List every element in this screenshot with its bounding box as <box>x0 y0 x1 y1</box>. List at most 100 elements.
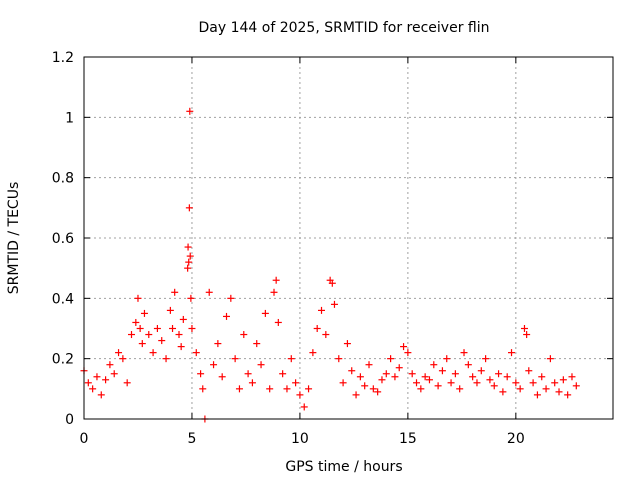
data-point <box>187 294 195 302</box>
data-point <box>352 391 360 399</box>
data-point <box>166 306 174 314</box>
data-point <box>158 337 166 345</box>
data-point <box>84 379 92 387</box>
data-point <box>482 355 490 363</box>
data-point <box>231 355 239 363</box>
data-point <box>391 373 399 381</box>
data-point <box>313 325 321 332</box>
data-point <box>361 382 369 390</box>
x-tick-label: 0 <box>80 431 89 447</box>
data-point <box>305 385 313 393</box>
data-point <box>413 379 421 387</box>
data-point <box>525 367 533 375</box>
data-point <box>369 385 377 393</box>
data-point <box>145 331 153 339</box>
data-point <box>235 385 243 393</box>
data-point <box>296 391 304 399</box>
data-point <box>508 349 516 357</box>
data-point <box>223 312 231 320</box>
data-point <box>486 376 494 384</box>
data-point <box>169 325 177 332</box>
data-point <box>503 373 511 381</box>
data-point <box>447 379 455 387</box>
y-tick-label: 0.2 <box>52 352 74 368</box>
data-point <box>185 258 193 266</box>
data-point <box>128 331 136 339</box>
data-point <box>162 355 170 363</box>
y-tick-label: 0 <box>65 412 74 428</box>
data-point <box>93 373 101 381</box>
data-point <box>185 204 193 212</box>
y-axis-label: SRMTID / TECUs <box>6 182 22 295</box>
data-point <box>404 349 412 357</box>
data-point <box>473 379 481 387</box>
data-point <box>434 382 442 390</box>
data-point <box>512 379 520 387</box>
data-point <box>292 379 300 387</box>
y-tick-label: 1 <box>65 110 74 126</box>
data-point <box>533 391 541 399</box>
data-point <box>568 373 576 381</box>
data-point <box>240 331 248 339</box>
data-point <box>425 376 433 384</box>
data-point <box>279 370 287 378</box>
data-point <box>408 370 416 378</box>
data-point <box>192 349 200 357</box>
data-point <box>516 385 524 393</box>
x-tick-label: 5 <box>187 431 196 447</box>
data-point <box>499 388 507 396</box>
data-point <box>378 376 386 384</box>
data-point <box>270 288 278 296</box>
data-point <box>218 373 226 381</box>
data-point <box>205 288 213 296</box>
data-point <box>430 361 438 369</box>
data-point <box>400 343 408 351</box>
data-point <box>261 309 269 317</box>
data-point <box>495 370 503 378</box>
data-point <box>546 355 554 363</box>
data-point <box>382 370 390 378</box>
data-points <box>80 107 580 423</box>
data-point <box>132 318 140 326</box>
data-point <box>395 364 403 372</box>
data-point <box>138 340 146 348</box>
data-point <box>102 376 110 384</box>
data-point <box>443 355 451 363</box>
data-point <box>374 388 382 396</box>
axis-ticks: 0 0.2 0.4 0.6 0.8 1 1.2 0 5 10 15 20 <box>52 50 613 447</box>
data-point <box>171 288 179 296</box>
data-point <box>542 385 550 393</box>
x-axis-label: GPS time / hours <box>285 459 402 475</box>
data-point <box>89 385 97 393</box>
data-point <box>328 279 336 287</box>
data-point <box>253 340 261 348</box>
data-point <box>529 379 537 387</box>
data-point <box>186 107 194 115</box>
data-point <box>115 349 123 357</box>
x-tick-label: 20 <box>507 431 525 447</box>
data-point <box>257 361 265 369</box>
data-point <box>438 367 446 375</box>
data-point <box>123 379 131 387</box>
data-point <box>140 309 148 317</box>
data-point <box>248 379 256 387</box>
grid-lines <box>84 57 613 419</box>
data-point <box>477 367 485 375</box>
x-tick-label: 15 <box>399 431 417 447</box>
data-point <box>365 361 373 369</box>
data-point <box>555 388 563 396</box>
data-point <box>330 300 338 308</box>
data-point <box>134 294 142 302</box>
y-tick-label: 0.8 <box>52 171 74 187</box>
data-point <box>184 243 192 251</box>
data-point <box>106 361 114 369</box>
data-point <box>318 306 326 314</box>
data-point <box>451 370 459 378</box>
data-point <box>97 391 105 399</box>
data-point <box>283 385 291 393</box>
data-point <box>199 385 207 393</box>
data-point <box>110 370 118 378</box>
y-tick-label: 1.2 <box>52 50 74 66</box>
plot-frame <box>83 56 614 420</box>
data-point <box>460 349 468 357</box>
